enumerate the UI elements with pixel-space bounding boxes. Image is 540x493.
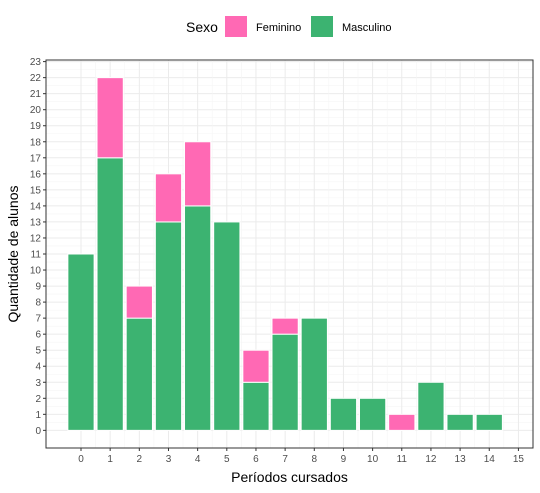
y-tick-label: 12 xyxy=(30,233,42,244)
y-tick-label: 4 xyxy=(35,362,41,373)
y-tick-label: 8 xyxy=(35,298,41,309)
x-tick-label: 0 xyxy=(78,454,84,465)
bar-masculino-3 xyxy=(154,221,183,431)
x-tick-label: 9 xyxy=(341,454,347,465)
y-tick-label: 17 xyxy=(30,153,42,164)
legend-label-masculino: Masculino xyxy=(342,22,392,34)
legend-label-feminino: Feminino xyxy=(256,22,301,34)
y-tick-label: 3 xyxy=(35,378,41,389)
x-tick-label: 5 xyxy=(224,454,230,465)
x-tick-label: 7 xyxy=(282,454,288,465)
y-tick-label: 1 xyxy=(35,410,41,421)
bar-masculino-14 xyxy=(475,413,503,431)
bar-feminino-4 xyxy=(184,141,212,207)
bar-masculino-12 xyxy=(417,381,445,431)
y-tick-label: 0 xyxy=(35,426,41,437)
y-tick-label: 15 xyxy=(30,185,42,196)
x-tick-label: 6 xyxy=(253,454,259,465)
bar-feminino-6 xyxy=(242,349,270,383)
x-tick-label: 15 xyxy=(513,454,525,465)
y-tick-label: 2 xyxy=(35,394,41,405)
bar-masculino-4 xyxy=(184,205,212,431)
y-tick-label: 10 xyxy=(30,266,42,277)
x-tick-label: 1 xyxy=(107,454,113,465)
bar-masculino-7 xyxy=(271,333,299,431)
y-tick-label: 9 xyxy=(35,282,41,293)
x-tick-label: 4 xyxy=(195,454,201,465)
y-tick-label: 14 xyxy=(30,201,42,212)
x-tick-label: 11 xyxy=(397,454,408,465)
bar-feminino-3 xyxy=(154,173,183,223)
bar-masculino-0 xyxy=(67,253,95,431)
bar-masculino-8 xyxy=(300,317,328,431)
y-tick-label: 22 xyxy=(30,73,42,84)
y-tick-label: 16 xyxy=(30,169,42,180)
y-tick-label: 13 xyxy=(30,217,42,228)
x-axis-title: Períodos cursados xyxy=(231,469,348,485)
y-tick-label: 6 xyxy=(35,330,41,341)
y-tick-label: 20 xyxy=(30,105,42,116)
legend-title: Sexo xyxy=(186,19,218,35)
x-tick-label: 12 xyxy=(425,454,437,465)
x-tick-label: 14 xyxy=(484,454,496,465)
x-tick-label: 8 xyxy=(312,454,318,465)
x-axis: 0 1 2 3 4 5 6 7 8 9 10 11 12 13 14 15 xyxy=(78,448,524,465)
bar-feminino-7 xyxy=(271,317,299,335)
bar-masculino-9 xyxy=(329,397,358,431)
y-tick-label: 7 xyxy=(35,314,41,325)
bar-feminino-1 xyxy=(96,77,124,159)
y-tick-label: 18 xyxy=(30,137,42,148)
x-tick-label: 3 xyxy=(166,454,172,465)
bar-masculino-2 xyxy=(125,317,153,431)
y-tick-label: 11 xyxy=(31,250,42,261)
bar-masculino-13 xyxy=(446,413,474,431)
bar-masculino-1 xyxy=(96,157,124,431)
bars xyxy=(67,77,503,431)
y-tick-label: 23 xyxy=(30,57,42,68)
y-tick-label: 5 xyxy=(35,346,41,357)
y-tick-label: 19 xyxy=(30,121,42,132)
bar-masculino-5 xyxy=(213,221,241,431)
y-axis-title: Quantidade de alunos xyxy=(5,186,21,323)
bar-masculino-6 xyxy=(242,381,270,431)
bar-feminino-11 xyxy=(388,413,416,431)
y-tick-label: 21 xyxy=(30,89,42,100)
legend: Sexo Feminino Masculino xyxy=(186,16,392,37)
x-tick-label: 13 xyxy=(455,454,467,465)
x-tick-label: 2 xyxy=(137,454,143,465)
x-tick-label: 10 xyxy=(367,454,379,465)
legend-swatch-masculino xyxy=(311,16,333,37)
bar-feminino-2 xyxy=(125,285,153,319)
bar-masculino-10 xyxy=(358,397,387,431)
legend-swatch-feminino xyxy=(225,16,247,37)
